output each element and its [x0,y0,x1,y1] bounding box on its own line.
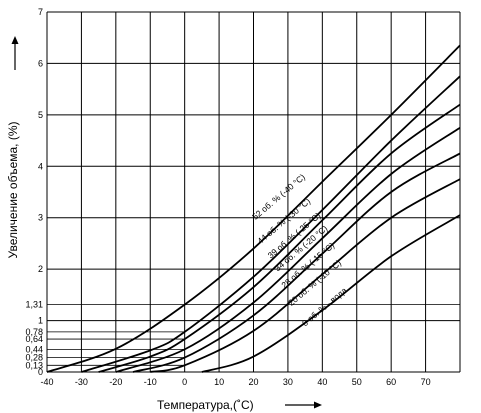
y-mark-label: 0,78 [25,327,43,337]
y-mark-label: 0,64 [25,334,43,344]
x-tick-label: 40 [317,377,327,387]
x-tick-label: 20 [248,377,258,387]
x-tick-label: 70 [421,377,431,387]
y-mark-label: 0,44 [25,344,43,354]
series-line [98,103,461,373]
x-tick-label: -20 [109,377,122,387]
y-axis-ticks: 0,130,280,440,640,78 1,31 0 1 2 3 4 5 6 7 [25,7,43,377]
x-axis-ticks: -40 -30 -20 -10 0 10 20 30 40 50 60 70 [40,377,430,387]
series-line [46,44,461,373]
y-tick-label: 6 [38,58,43,68]
y-mark-label: 1,31 [25,300,43,310]
y-tick-label: 2 [38,264,43,274]
y-mark-label: 0,28 [25,353,43,363]
y-tick-label: 0 [38,367,43,377]
series-line [150,178,461,373]
x-axis-arrow-icon [285,401,322,409]
series-line [132,152,461,373]
x-tick-label: 30 [283,377,293,387]
y-mark-label: 0,13 [25,360,43,370]
y-tick-label: 4 [38,161,43,171]
x-axis-title: Температура,(˚С) [157,398,254,412]
y-axis-title: Увеличение объема, (%) [6,121,20,258]
series-line [81,75,461,373]
x-tick-label: 50 [352,377,362,387]
x-tick-label: -10 [144,377,157,387]
x-tick-label: -40 [40,377,53,387]
series-line [115,126,461,373]
y-tick-label: 3 [38,213,43,223]
x-tick-label: 0 [182,377,187,387]
series-line [201,214,461,373]
y-axis-arrow-icon [11,36,19,70]
y-tick-label: 1 [38,316,43,326]
y-tick-label: 5 [38,110,43,120]
x-tick-label: 10 [214,377,224,387]
y-tick-label: 7 [38,7,43,17]
x-tick-label: 60 [386,377,396,387]
x-tick-label: -30 [75,377,88,387]
chart-grid [46,11,461,373]
